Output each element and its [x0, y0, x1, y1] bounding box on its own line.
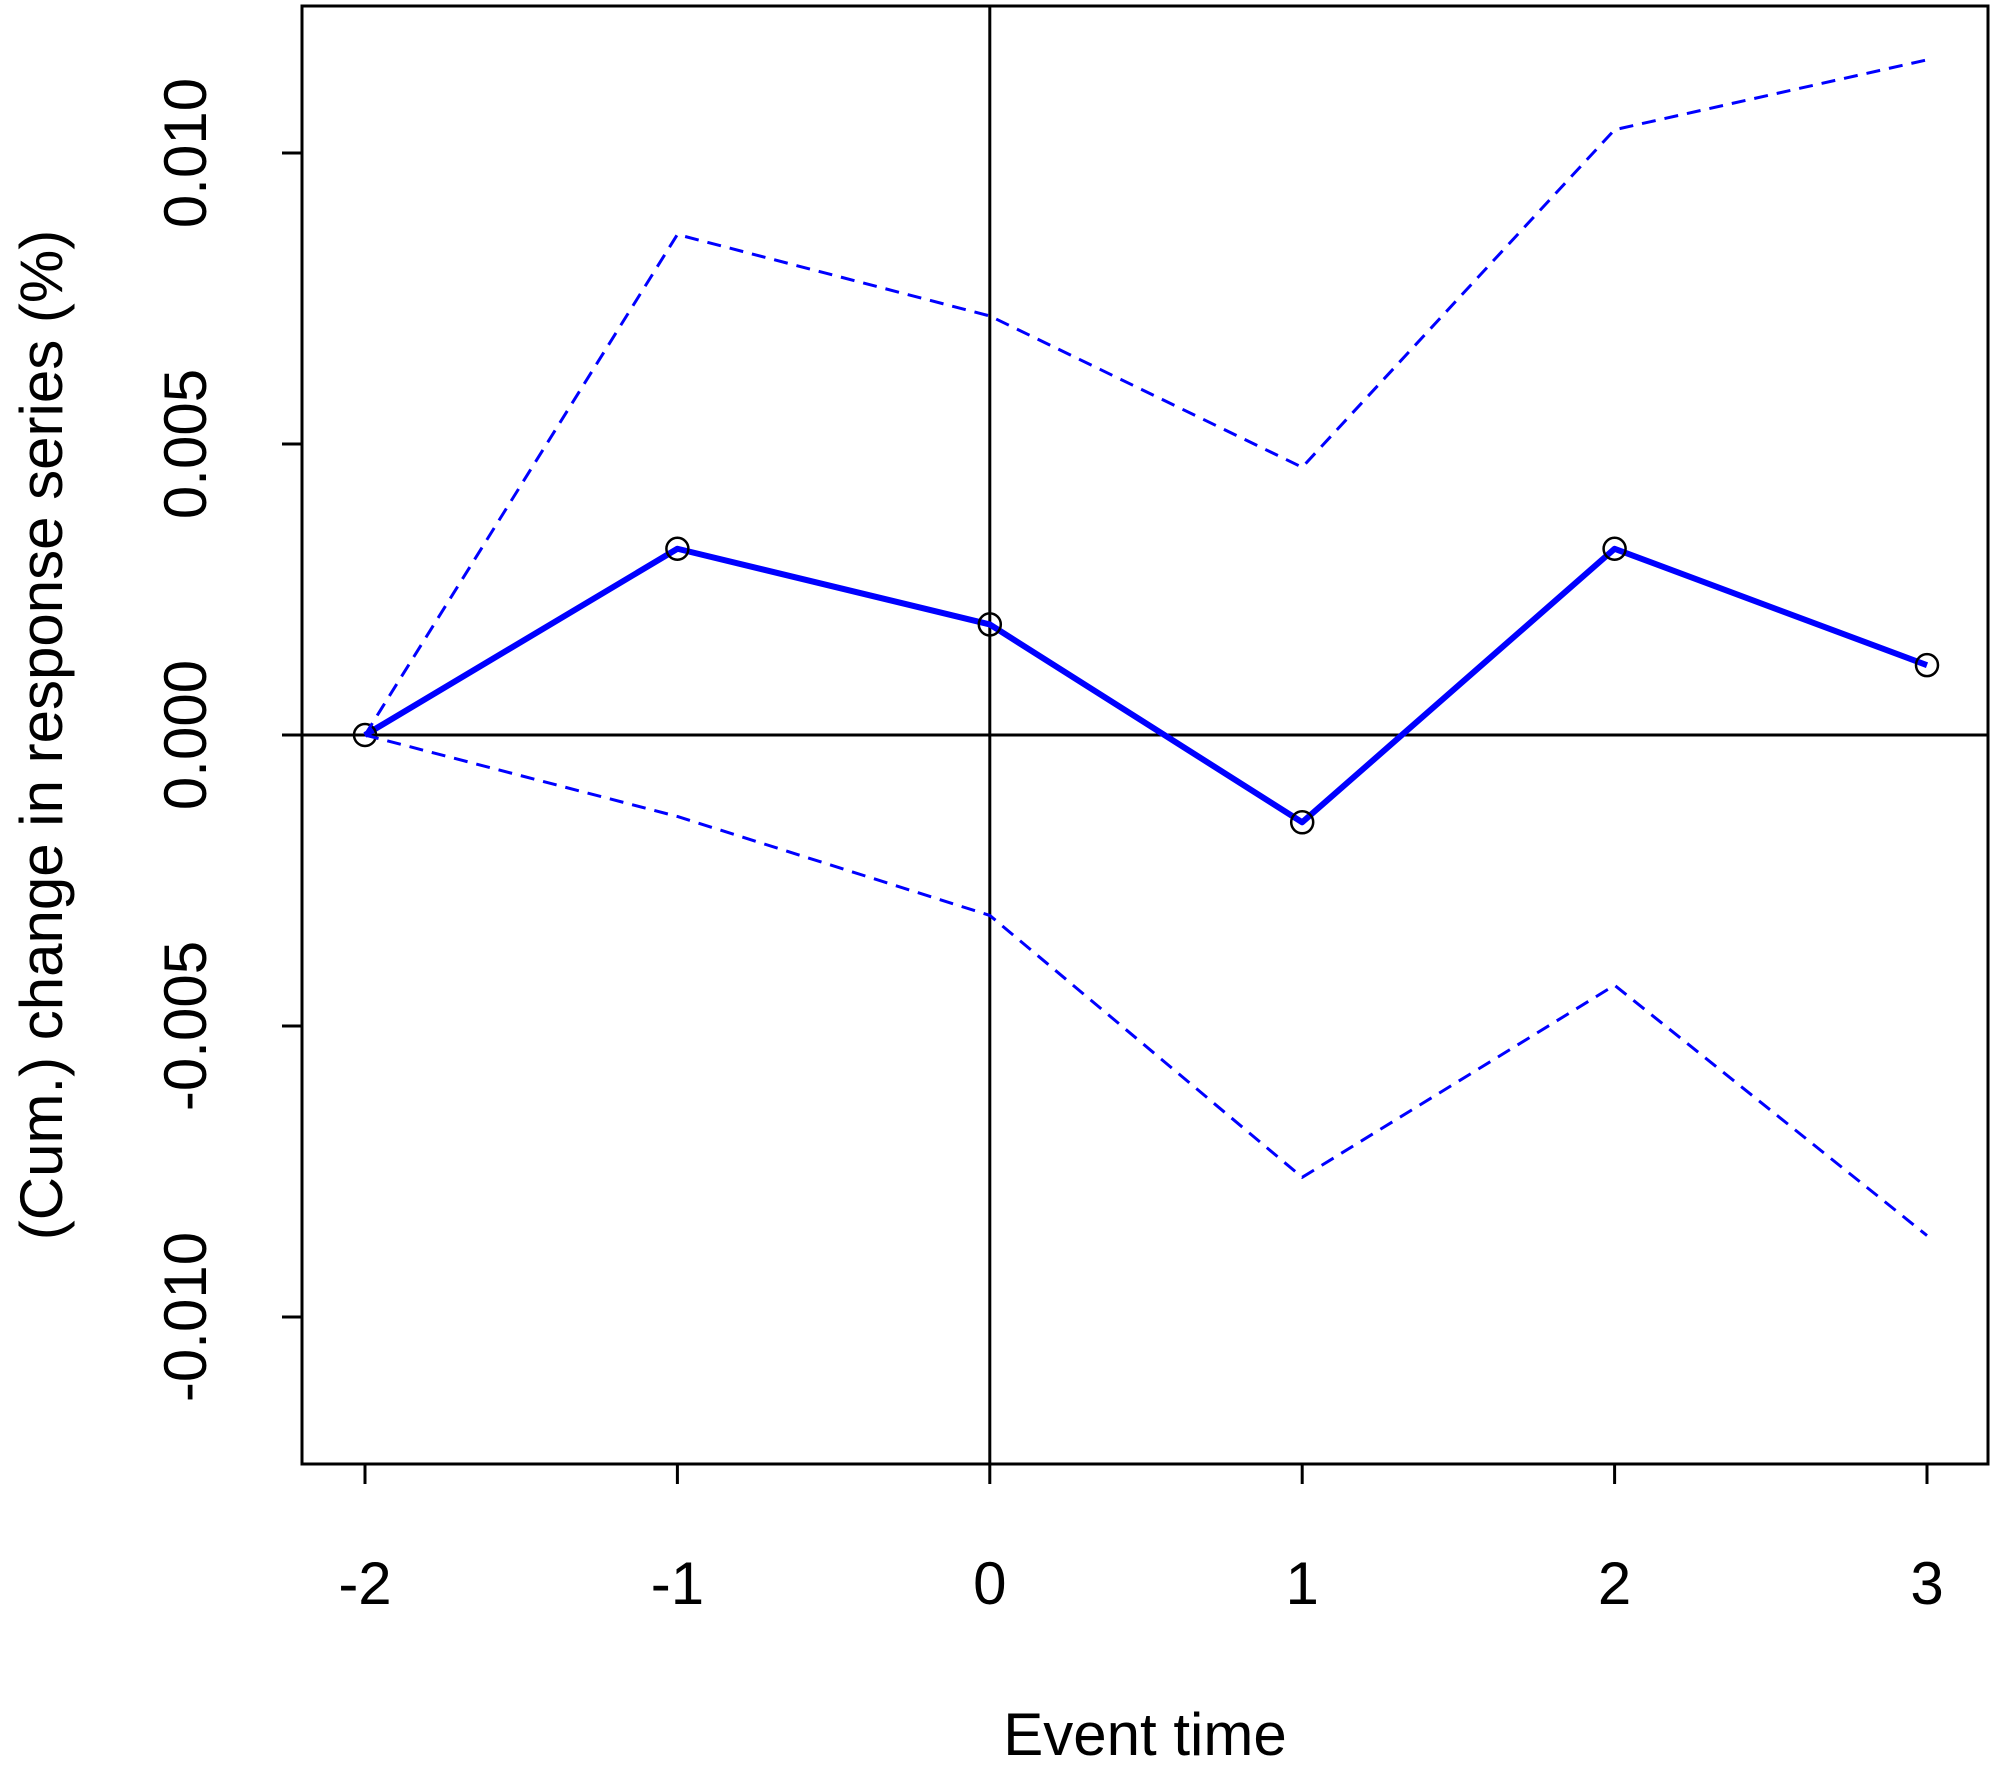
y-tick-label: 0.000: [152, 660, 219, 810]
y-axis: -0.010 -0.005 0.000 0.005 0.010: [152, 78, 302, 1402]
x-axis-title: Event time: [1003, 1701, 1286, 1766]
x-tick-label: -1: [651, 1550, 704, 1617]
series-line-upper-bound: [363, 58, 1928, 736]
y-tick-label: -0.005: [152, 941, 219, 1111]
y-tick-label: 0.010: [152, 78, 219, 228]
x-tick-label: 3: [1910, 1550, 1943, 1617]
y-tick-label: -0.010: [152, 1232, 219, 1402]
x-tick-label: 2: [1598, 1550, 1631, 1617]
x-tick-label: 1: [1286, 1550, 1319, 1617]
y-tick-label: 0.005: [152, 369, 219, 519]
data-point-marker: [1602, 536, 1627, 562]
data-point-marker: [352, 722, 378, 748]
series-line-lower-bound: [364, 733, 1928, 1237]
data-point-marker: [1289, 810, 1315, 835]
data-point-marker: [665, 536, 690, 562]
x-tick-label: 0: [973, 1550, 1006, 1617]
reference-lines: [302, 6, 1988, 1464]
data-point-marker: [977, 612, 1003, 637]
series-layer: [352, 58, 1940, 1237]
data-point-marker: [1914, 652, 1940, 678]
y-axis-title: (Cum.) change in response series (%): [8, 230, 75, 1240]
series-line-estimate: [363, 545, 1929, 826]
x-axis: -2 -1 0 1 2 3: [338, 1464, 1944, 1617]
x-tick-label: -2: [338, 1550, 391, 1617]
